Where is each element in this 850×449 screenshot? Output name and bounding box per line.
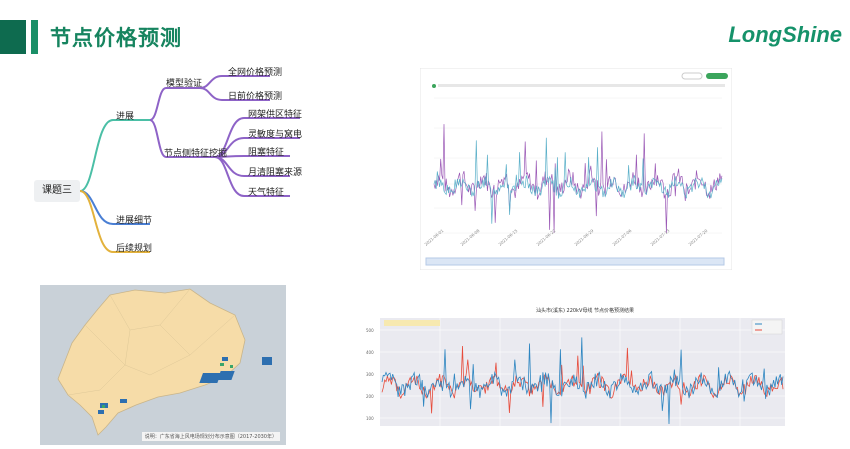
mindmap-branch-progress: 进展 — [116, 112, 135, 122]
mindmap-item: 网架供区特征 — [248, 110, 303, 120]
legend-row — [432, 84, 725, 88]
page-title: 节点价格预测 — [50, 26, 182, 50]
guangdong-land — [57, 288, 246, 436]
header-accent-bar — [0, 20, 26, 54]
header-accent-bar-secondary — [31, 20, 38, 54]
svg-text:400: 400 — [366, 350, 374, 355]
legend-box — [751, 319, 783, 335]
zoom-slider[interactable] — [425, 257, 725, 266]
series-line-b — [433, 137, 723, 224]
map-caption: 说明：广东省海上风电场规划分布示意图（2017-2030年） — [141, 432, 280, 441]
series-line-a — [433, 124, 723, 234]
mindmap-connectors — [79, 75, 300, 253]
y-tick-labels: 500 400 300 200 100 — [366, 328, 374, 421]
bottom-forecast-chart: 汕头市(溪东) 220kV母线 节点价格预测结果 500 400 300 200 100 — [360, 300, 800, 440]
top-chart-series — [433, 124, 723, 234]
top-price-chart: 2021-06-01 2021-06-08 2021-06-15 2021-06-2… — [420, 68, 732, 270]
toggle-button-b[interactable] — [706, 73, 728, 79]
company-logo: LongShine — [728, 22, 842, 47]
map-graphic — [57, 288, 272, 436]
mindmap-branch-plan: 后续规划 — [116, 244, 153, 254]
stats-badge — [384, 320, 440, 326]
svg-text:300: 300 — [366, 372, 374, 377]
series-line-b — [381, 337, 784, 425]
toggle-button-a[interactable] — [681, 72, 703, 80]
svg-text:100: 100 — [366, 416, 374, 421]
mindmap-item: 月清阻塞来源 — [248, 168, 303, 178]
wind-farm-map: 说明：广东省海上风电场规划分布示意图（2017-2030年） — [40, 285, 286, 445]
mindmap-item: 全网价格预测 — [228, 68, 283, 78]
svg-text:200: 200 — [366, 394, 374, 399]
mindmap-branch-details: 进展细节 — [116, 216, 153, 226]
mindmap-sub-model-validation: 模型验证 — [166, 79, 203, 89]
mindmap-item: 阻塞特征 — [248, 148, 285, 158]
svg-text:500: 500 — [366, 328, 374, 333]
mindmap-item: 天气特征 — [248, 188, 285, 198]
mindmap-sub-node-features: 节点侧特征挖掘 — [164, 149, 228, 159]
mindmap-item: 灵敏度与窝电 — [248, 130, 303, 140]
chart-title: 汕头市(溪东) 220kV母线 节点价格预测结果 — [536, 307, 634, 314]
mindmap-item: 日前价格预测 — [228, 92, 283, 102]
bottom-chart-series — [381, 337, 784, 425]
chart-frame — [420, 68, 732, 270]
mindmap-root: 课题三 — [34, 180, 80, 202]
